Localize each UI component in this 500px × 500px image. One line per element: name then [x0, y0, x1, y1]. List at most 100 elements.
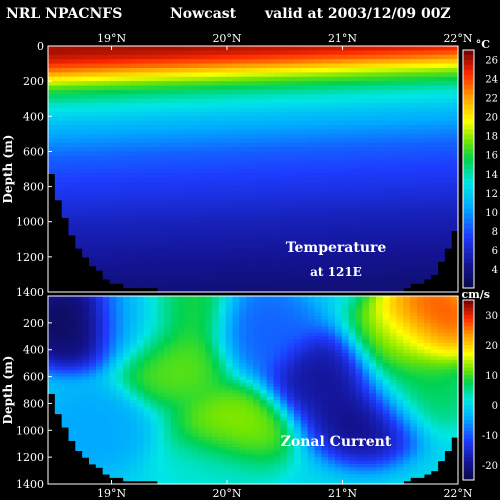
field-cell: [253, 234, 261, 240]
field-cell: [191, 426, 199, 431]
field-cell: [136, 125, 145, 131]
field-cell: [75, 410, 83, 415]
field-cell: [95, 463, 104, 468]
field-cell: [396, 116, 404, 122]
field-cell: [102, 67, 111, 73]
field-cell: [191, 363, 199, 368]
field-cell: [430, 76, 439, 82]
field-cell: [348, 160, 357, 166]
field-cell: [198, 403, 206, 408]
field-cell: [116, 430, 124, 435]
field-cell: [321, 81, 329, 87]
field-cell: [68, 420, 76, 425]
field-cell: [157, 177, 165, 183]
field-cell: [355, 287, 363, 293]
field-cell: [437, 81, 445, 87]
field-cell: [335, 76, 343, 82]
field-cell: [177, 261, 186, 267]
field-cell: [184, 296, 193, 300]
field-cell: [389, 103, 398, 109]
field-cell: [396, 190, 404, 196]
field-cell: [451, 182, 459, 188]
field-cell: [253, 299, 261, 304]
field-cell: [232, 383, 240, 388]
field-cell: [389, 186, 398, 192]
field-cell: [239, 416, 247, 421]
field-cell: [389, 98, 398, 104]
field-cell: [198, 447, 206, 452]
field-cell: [218, 359, 227, 364]
field-cell: [273, 270, 281, 276]
field-cell: [341, 63, 350, 69]
field-cell: [177, 234, 186, 240]
field-cell: [130, 190, 138, 196]
field-cell: [136, 393, 145, 398]
field-cell: [82, 107, 90, 113]
field-cell: [198, 155, 206, 161]
field-cell: [136, 173, 145, 179]
field-cell: [382, 283, 391, 289]
field-cell: [75, 390, 83, 394]
field-cell: [95, 443, 104, 448]
field-cell: [123, 116, 131, 122]
field-cell: [191, 278, 199, 284]
field-cell: [164, 353, 172, 358]
field-cell: [109, 103, 117, 109]
field-cell: [259, 413, 268, 418]
field-cell: [177, 366, 186, 371]
field-cell: [54, 332, 63, 337]
field-cell: [130, 447, 138, 452]
field-cell: [266, 63, 275, 69]
field-cell: [68, 204, 76, 210]
field-cell: [109, 89, 117, 95]
field-cell: [225, 208, 234, 214]
field-cell: [48, 343, 56, 347]
field-cell: [369, 195, 377, 201]
field-cell: [171, 50, 179, 56]
field-cell: [266, 283, 275, 289]
field-cell: [164, 450, 172, 455]
field-cell: [341, 234, 350, 240]
field-cell: [109, 116, 117, 122]
field-cell: [273, 63, 281, 69]
field-cell: [102, 94, 111, 100]
field-cell: [212, 400, 220, 405]
field-cell: [177, 410, 186, 415]
field-cell: [150, 208, 158, 214]
field-cell: [123, 383, 131, 388]
field-cell: [437, 129, 445, 135]
field-cell: [410, 98, 418, 104]
field-cell: [82, 221, 90, 227]
field-cell: [300, 212, 309, 218]
field-cell: [253, 169, 261, 174]
field-cell: [75, 63, 83, 69]
field-cell: [280, 59, 288, 65]
field-cell: [82, 76, 90, 82]
field-cell: [218, 376, 227, 381]
field-cell: [143, 98, 152, 104]
field-cell: [171, 329, 179, 334]
field-cell: [82, 306, 90, 311]
field-cell: [423, 173, 432, 179]
field-cell: [157, 234, 165, 240]
field-cell: [191, 457, 199, 462]
field-cell: [205, 416, 213, 421]
field-cell: [205, 261, 213, 267]
field-cell: [423, 270, 432, 276]
field-cell: [82, 248, 90, 254]
field-cell: [341, 212, 350, 218]
field-cell: [376, 278, 384, 284]
field-cell: [157, 447, 165, 452]
field-cell: [294, 120, 302, 126]
field-cell: [75, 306, 83, 311]
field-cell: [376, 204, 384, 210]
field-cell: [239, 226, 247, 232]
field-cell: [376, 67, 384, 73]
field-cell: [232, 160, 240, 166]
field-cell: [89, 129, 97, 135]
field-cell: [191, 366, 199, 371]
field-cell: [102, 111, 111, 117]
field-cell: [376, 155, 384, 161]
field-cell: [130, 312, 138, 317]
field-cell: [321, 125, 329, 131]
